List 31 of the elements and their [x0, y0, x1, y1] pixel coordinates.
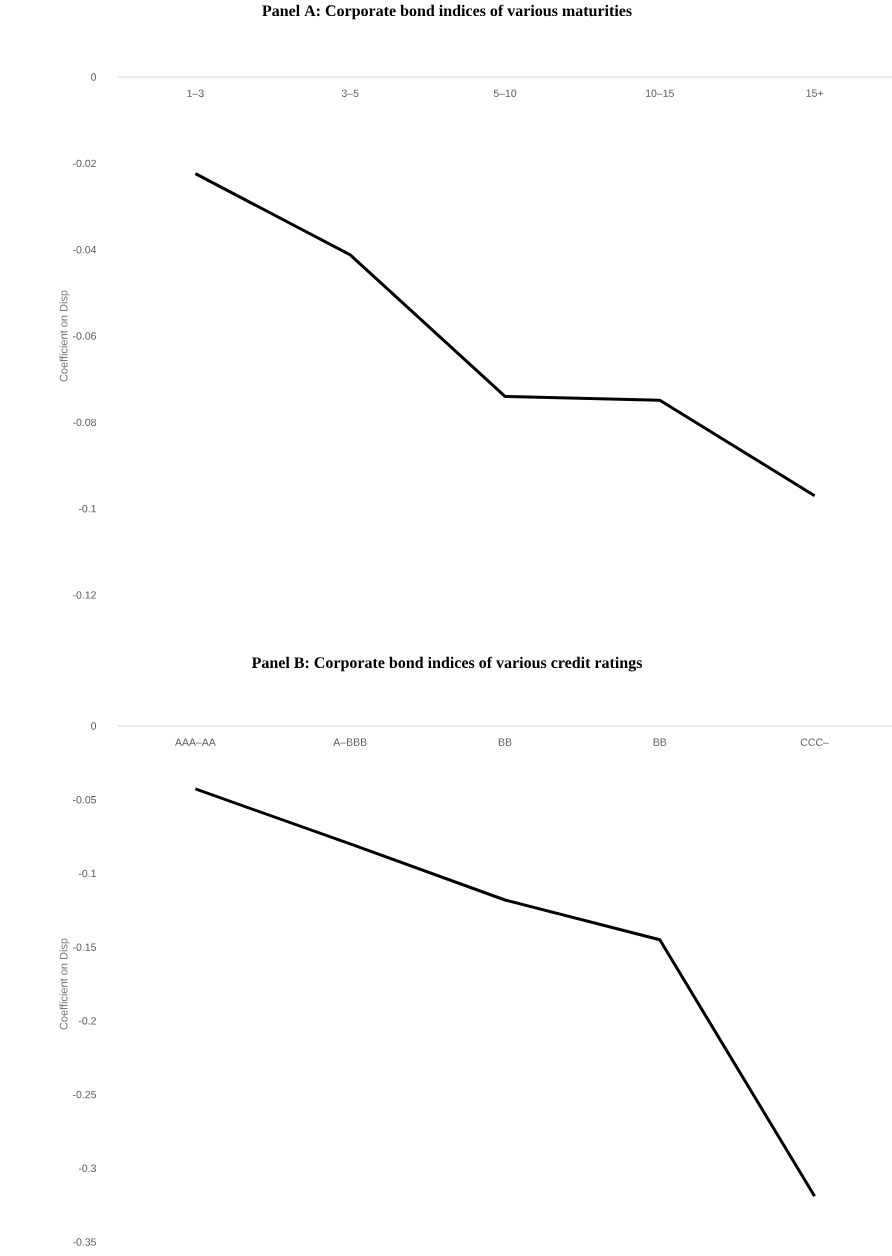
chart-title: Panel B: Corporate bond indices of various credit ratings: [251, 656, 642, 672]
y-tick-label: -0.15: [72, 943, 96, 951]
y-tick-label: -0.25: [72, 1090, 96, 1099]
y-tick-label: -0.04: [72, 245, 96, 254]
y-axis-title: Coefficient on Disp: [59, 290, 70, 382]
y-tick-label: -0.35: [72, 1238, 96, 1246]
x-tick-label: 10–15: [645, 89, 674, 97]
y-tick-label: 0: [90, 722, 96, 730]
x-tick-label: 3–5: [341, 89, 359, 97]
y-tick-label: -0.02: [72, 159, 96, 168]
line-series: [193, 172, 816, 498]
y-tick-label: 0: [90, 73, 96, 81]
chart-title: Panel A: Corporate bond indices of various maturities: [262, 4, 632, 20]
y-tick-label: -0.1: [78, 869, 96, 878]
y-tick-label: -0.12: [72, 591, 96, 599]
x-tick-label: 15+: [806, 89, 823, 97]
x-tick-label: BB: [653, 738, 667, 746]
y-tick-label: -0.06: [72, 332, 96, 340]
y-tick-label: -0.3: [78, 1164, 96, 1173]
x-tick-label: BB: [498, 738, 512, 746]
x-tick-label: CCC–: [800, 738, 829, 746]
x-tick-label: A–BBB: [333, 738, 367, 746]
x-tick-label: AAA–AA: [174, 738, 216, 746]
y-tick-label: -0.08: [72, 418, 96, 427]
y-tick-label: -0.05: [72, 796, 96, 804]
y-tick-label: -0.2: [78, 1017, 96, 1025]
x-tick-label: 5–10: [493, 89, 517, 97]
y-tick-label: -0.1: [78, 504, 96, 513]
line-series: [193, 787, 816, 1198]
y-axis-title: Coefficient on Disp: [59, 938, 70, 1030]
x-tick-label: 1–3: [187, 89, 204, 97]
